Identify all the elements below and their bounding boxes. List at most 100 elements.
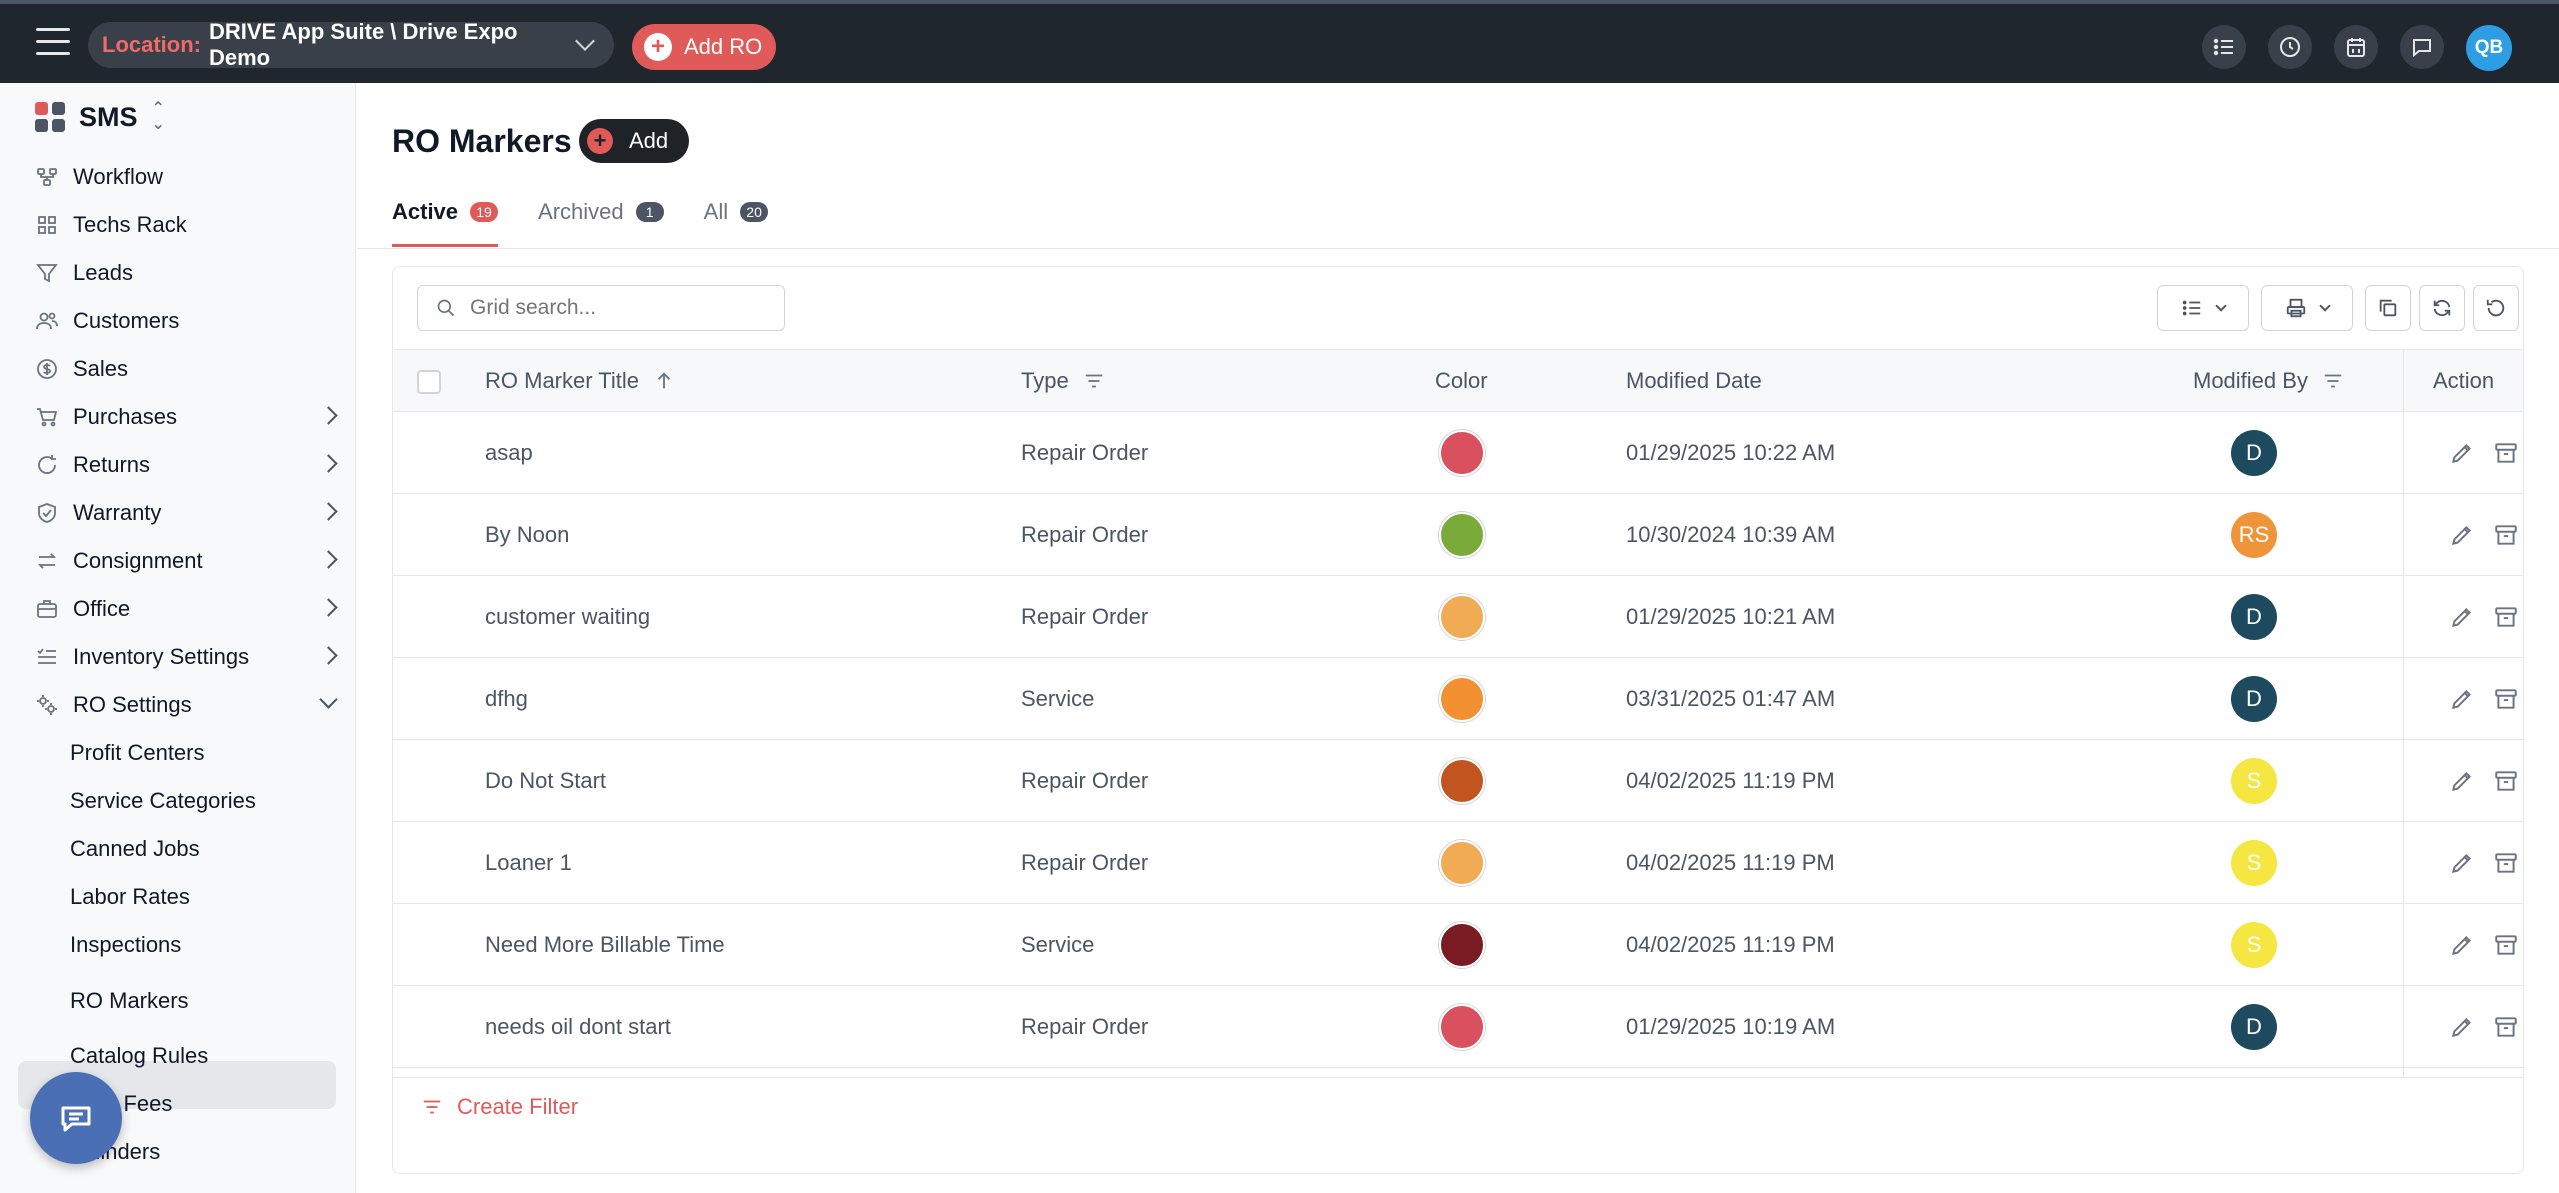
marker-type: Repair Order [1021,522,1149,547]
data-grid: RO Marker Title Type Color Modified Date… [392,266,2524,1174]
archive-icon[interactable] [2493,850,2519,876]
archive-icon[interactable] [2493,522,2519,548]
edit-icon[interactable] [2449,604,2475,630]
sidebar-item-label: Leads [73,260,133,285]
edit-icon[interactable] [2449,522,2475,548]
table-row[interactable]: needs oil dont start Repair Order 01/29/20… [393,986,2523,1068]
column-label: Modified By [2193,367,2308,393]
divider [357,248,2559,249]
tab-active[interactable]: Active 19 [392,199,499,247]
calendar-icon[interactable] [2334,25,2378,69]
list-icon[interactable] [2202,25,2246,69]
archive-icon[interactable] [2493,686,2519,712]
sidebar-subitem-inspections[interactable]: Inspections [70,932,182,957]
sidebar-subitem-profit-centers[interactable]: Profit Centers [70,740,205,765]
sidebar-subitem-labor-rates[interactable]: Labor Rates [70,884,190,909]
top-bar: Location: DRIVE App Suite \ Drive Expo D… [0,0,2559,83]
sidebar-item-label: Workflow [73,164,164,189]
modified-date: 01/29/2025 10:21 AM [1626,604,1836,629]
sidebar-item-purchases[interactable]: Purchases [35,397,338,437]
columns-button[interactable] [2365,285,2411,331]
table-row[interactable]: asap Repair Order 01/29/2025 10:22 AM D [393,412,2523,494]
tab-archived[interactable]: Archived 1 [538,199,664,247]
edit-icon[interactable] [2449,768,2475,794]
location-selector[interactable]: Location: DRIVE App Suite \ Drive Expo D… [88,19,614,70]
table-row[interactable]: Do Not Start Repair Order 04/02/2025 11:19… [393,740,2523,822]
sidebar-subitem-ro-markers[interactable]: RO Markers [70,988,189,1013]
page-title: RO Markers [392,123,572,159]
archive-icon[interactable] [2493,1014,2519,1040]
avatar: D [2231,430,2277,476]
sidebar-item-leads[interactable]: Leads [35,253,335,293]
sidebar-subitem-canned-jobs[interactable]: Canned Jobs [70,836,200,861]
edit-icon[interactable] [2449,932,2475,958]
sidebar-item-inventory-settings[interactable]: Inventory Settings [35,637,338,677]
sidebar-item-techs-rack[interactable]: Techs Rack [35,205,335,245]
grid-search[interactable] [417,285,785,331]
export-button[interactable] [2261,285,2353,331]
sidebar-item-label: Office [73,596,131,621]
sidebar-item-customers[interactable]: Customers [35,301,335,341]
edit-icon[interactable] [2449,1014,2475,1040]
table-row[interactable]: dfhg Service 03/31/2025 01:47 AM D [393,658,2523,740]
tab-all[interactable]: All 20 [704,199,769,247]
location-value: DRIVE App Suite \ Drive Expo Demo [209,19,518,70]
sidebar-item-warranty[interactable]: Warranty [35,493,338,533]
column-header-type[interactable]: Type [1021,350,1105,411]
users-icon [35,309,59,333]
column-header-modified-by[interactable]: Modified By [2193,350,2344,411]
table-row[interactable]: Loaner 1 Repair Order 04/02/2025 11:19 PM S [393,822,2523,904]
column-header-color[interactable]: Color [1435,350,1488,411]
select-all-checkbox[interactable] [417,370,441,394]
location-label: Location: [102,32,201,57]
search-input[interactable] [470,296,760,320]
create-filter-button[interactable]: Create Filter [421,1094,578,1120]
add-ro-button[interactable]: + Add RO [632,24,776,70]
column-header-title[interactable]: RO Marker Title [485,350,675,411]
marker-type: Service [1021,686,1095,711]
sidebar-item-workflow[interactable]: Workflow [35,157,335,197]
view-options-button[interactable] [2157,285,2249,331]
app-switcher[interactable]: SMS ⌃ ⌄ [35,101,165,133]
sidebar-item-label: Sales [73,356,129,381]
refresh-button[interactable] [2419,285,2465,331]
table-row[interactable]: New Customer Repair Order 04/02/2025 11:19… [393,1068,2523,1077]
sidebar-item-returns[interactable]: Returns [35,445,338,485]
marker-type: Repair Order [1021,768,1149,793]
edit-icon[interactable] [2449,686,2475,712]
export-icon [2286,298,2306,318]
edit-icon[interactable] [2449,850,2475,876]
archive-icon[interactable] [2493,932,2519,958]
table-row[interactable]: By Noon Repair Order 10/30/2024 10:39 AM RS [393,494,2523,576]
plus-icon: + [644,33,672,61]
sidebar-item-sales[interactable]: Sales [35,349,335,389]
add-label: Add [629,128,669,153]
user-avatar[interactable]: QB [2466,25,2512,71]
sidebar-subitem-service-categories[interactable]: Service Categories [70,788,256,813]
add-marker-button[interactable]: + Add [579,119,689,163]
clock-icon[interactable] [2268,25,2312,69]
marker-type: Repair Order [1021,850,1149,875]
filter-icon [35,261,59,285]
table-row[interactable]: Need More Billable Time Service 04/02/2025… [393,904,2523,986]
briefcase-icon [35,597,59,621]
filter-lines-icon[interactable] [1083,370,1105,392]
sidebar-subitem-catalog-rules[interactable]: Catalog Rules [70,1043,209,1068]
swap-icon [35,549,59,573]
table-row[interactable]: customer waiting Repair Order 01/29/2025 1… [393,576,2523,658]
return-icon [35,453,59,477]
archive-icon[interactable] [2493,768,2519,794]
filter-lines-icon[interactable] [2322,370,2344,392]
support-chat-button[interactable] [30,1072,122,1164]
chat-icon[interactable] [2400,25,2444,69]
sidebar-item-office[interactable]: Office [35,589,338,629]
edit-icon[interactable] [2449,440,2475,466]
color-swatch [1439,922,1485,968]
archive-icon[interactable] [2493,440,2519,466]
reset-button[interactable] [2473,285,2519,331]
menu-icon[interactable] [36,28,70,58]
sidebar-item-consignment[interactable]: Consignment [35,541,338,581]
archive-icon[interactable] [2493,604,2519,630]
sidebar-item-ro-settings[interactable]: RO Settings [35,685,338,725]
column-header-modified-date[interactable]: Modified Date [1626,350,1762,411]
